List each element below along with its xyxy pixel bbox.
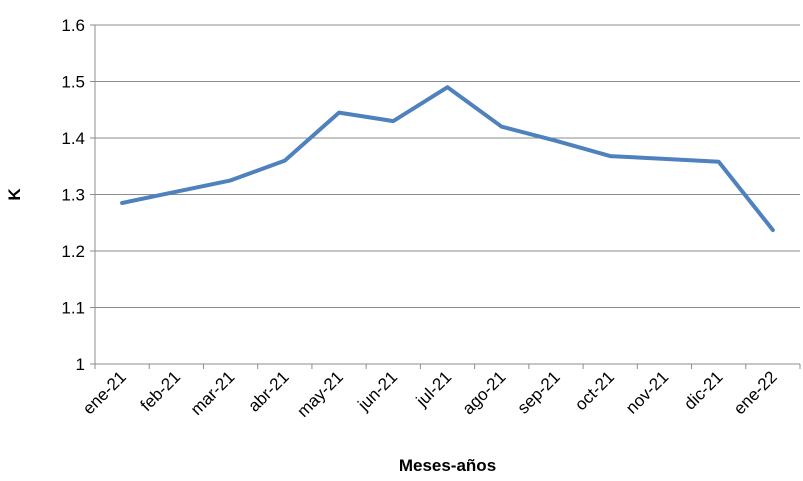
tick-labels: 1 1.1 1.2 1.3 1.4 1.5 1.6 ene-21 feb-21 mar-21 abr…	[61, 16, 780, 421]
grid-lines	[95, 24, 800, 308]
x-tick-label: nov-21	[622, 367, 672, 417]
y-tick-label: 1.5	[61, 73, 85, 92]
x-tick-label: mar-21	[187, 367, 239, 419]
x-axis-title: Meses-años	[399, 456, 496, 475]
x-tick-label: jul-21	[412, 367, 456, 411]
x-tick-label: oct-21	[571, 367, 618, 414]
y-tick-label: 1.6	[61, 16, 85, 35]
axes	[90, 24, 801, 369]
x-tick-label: abr-21	[244, 367, 292, 415]
y-axis-title: K	[5, 188, 24, 201]
series-line	[120, 85, 775, 233]
y-tick-label: 1.1	[61, 299, 85, 318]
y-tick-label: 1.3	[61, 186, 85, 205]
y-tick-label: 1.2	[61, 242, 85, 261]
y-tick-label: 1.4	[61, 129, 85, 148]
y-tick-label: 1	[76, 355, 85, 374]
x-tick-label: jun-21	[354, 367, 402, 415]
x-tick-label: ene-21	[79, 367, 130, 418]
x-tick-label: feb-21	[137, 367, 185, 415]
series-layer	[120, 85, 775, 233]
x-tick-label: may-21	[293, 367, 347, 421]
x-tick-label: ene-22	[730, 367, 781, 418]
x-tick-label: sep-21	[514, 367, 564, 417]
x-tick-label: dic-21	[680, 367, 726, 413]
x-tick-label: ago-21	[459, 367, 510, 418]
